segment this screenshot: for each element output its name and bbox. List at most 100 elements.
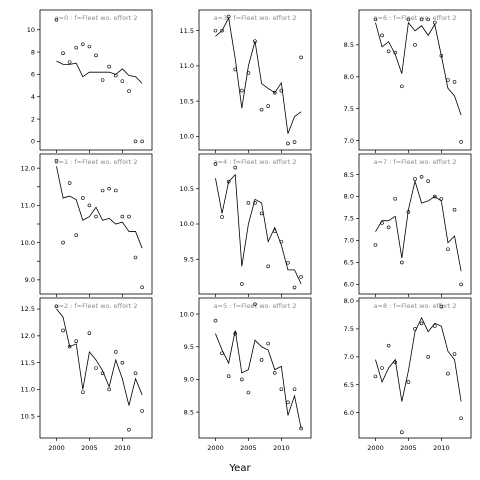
panel-1-observed-point	[240, 88, 244, 93]
panel-5-y-tick-label: 7.5	[344, 215, 354, 223]
panel-3-observed-point	[61, 240, 65, 245]
panel-2-fitted-line	[375, 21, 462, 116]
panel-6-label: a=2 : f=Fleet wo. effort 2	[55, 302, 138, 310]
panel-6-observed-point	[87, 331, 92, 335]
panel-6-observed-point	[100, 371, 105, 376]
panel-8-observed-point	[386, 343, 391, 348]
panel-0-observed-point	[100, 78, 105, 82]
panel-4-observed-point	[220, 215, 224, 219]
panel-4-y-tick-label: 10.0	[180, 220, 194, 228]
panel-2-observed-point	[400, 84, 404, 89]
panel-6-observed-point	[120, 360, 125, 365]
panel-5-frame	[358, 153, 472, 295]
panel-1-observed-point	[292, 140, 297, 144]
panel-8-observed-point	[432, 324, 437, 328]
panel-4-observed-point	[299, 275, 303, 279]
panel-5-observed-point	[413, 177, 417, 181]
panel-3-observed-point	[100, 188, 105, 193]
panel-3-y-tick-label: 9.0	[25, 276, 35, 284]
panel-6-observed-point	[81, 390, 85, 394]
panel-8-observed-point	[446, 371, 450, 376]
panel-8-fitted-line	[375, 316, 462, 402]
panel-7-observed-point	[220, 351, 224, 356]
panel-8-observed-point	[459, 416, 463, 421]
panel-0-observed-point	[61, 51, 65, 56]
panel-3-observed-point	[140, 285, 144, 290]
panel-1-y-tick-label: 11.0	[180, 62, 194, 70]
panel-7-observed-point	[286, 400, 290, 405]
panel-6-y-tick-label: 12.5	[21, 305, 35, 313]
panel-2-y-tick-label: 8.0	[344, 73, 354, 81]
panel-8-y-tick-label: 7.5	[344, 325, 354, 333]
panel-7-y-tick-label: 8.5	[184, 408, 194, 416]
panel-4-fitted-line	[215, 173, 302, 285]
panel-8-y-tick-label: 6.5	[344, 381, 354, 389]
panel-8-observed-point	[373, 374, 378, 379]
panel-0-observed-point	[127, 89, 131, 93]
panel-8-observed-point	[439, 304, 444, 309]
panel-2-y-tick-label: 7.0	[344, 137, 354, 145]
panel-2-observed-point	[432, 20, 437, 25]
panel-3-observed-point	[74, 233, 79, 237]
panel-0-observed-point	[54, 17, 59, 22]
panel-0-observed-point	[94, 53, 98, 58]
panel-8-observed-point	[380, 366, 384, 370]
panel-3-label: a=1 : f=Fleet wo. effort 2	[55, 158, 138, 166]
panel-2-observed-point	[452, 80, 457, 84]
panel-8-x-tick-label: 2005	[400, 444, 417, 452]
panel-2-observed-point	[426, 17, 430, 22]
panel-7-observed-point	[272, 371, 277, 375]
panel-6-observed-point	[140, 409, 144, 413]
panel-6-observed-point	[133, 371, 138, 376]
panel-8-label: a=8 : f=Fleet wo. effort 2	[374, 302, 457, 310]
panel-7-y-tick-label: 9.5	[184, 343, 194, 351]
panel-8-x-tick-label: 2000	[367, 444, 384, 452]
panel-4-observed-point	[246, 201, 251, 205]
panel-2-observed-point	[439, 53, 444, 58]
panel-8-y-tick-label: 8.0	[344, 297, 354, 305]
panel-1-observed-point	[213, 28, 218, 33]
panel-7-y-tick-label: 10.0	[180, 310, 194, 318]
panel-4-frame	[198, 153, 312, 295]
panel-4-observed-point	[292, 285, 297, 290]
panel-4-observed-point	[266, 264, 270, 269]
panel-7-observed-point	[246, 390, 251, 395]
panel-1-observed-point	[286, 141, 290, 146]
panel-8-observed-point	[426, 355, 430, 359]
panel-1-fitted-line	[215, 16, 302, 134]
panel-0-observed-point	[107, 64, 111, 69]
panel-1-label: a=3 : f=Fleet wo. effort 2	[214, 14, 297, 22]
panel-8-y-tick-label: 7.0	[344, 353, 354, 361]
panel-4-observed-point	[240, 282, 244, 286]
panel-0-observed-point	[133, 139, 138, 144]
panel-7-observed-point	[253, 302, 257, 307]
panel-8-observed-point	[452, 352, 457, 356]
panel-0-y-tick-label: 6	[31, 71, 35, 79]
panel-4-observed-point	[259, 211, 264, 216]
panel-1-observed-point	[233, 67, 238, 72]
panel-3-y-tick-label: 10.0	[21, 239, 35, 247]
panel-8-observed-point	[419, 321, 424, 326]
panel-5-observed-point	[386, 225, 391, 230]
panel-5-observed-point	[419, 174, 424, 179]
panel-1-y-tick-label: 10.5	[180, 97, 194, 105]
panel-7-observed-point	[233, 331, 238, 336]
panel-7-fitted-line	[215, 330, 302, 429]
panel-6-observed-point	[54, 304, 59, 309]
panel-7-observed-point	[299, 426, 303, 431]
panel-1-observed-point	[246, 71, 251, 75]
panel-6-y-tick-label: 11.5	[21, 359, 35, 367]
x-axis-title: Year	[228, 463, 251, 474]
panel-2-observed-point	[459, 140, 463, 144]
panel-6-y-tick-label: 12.0	[21, 332, 35, 340]
panel-0-y-tick-label: 10	[27, 26, 35, 34]
panel-5-observed-point	[452, 207, 457, 212]
panel-5-y-tick-label: 6.0	[344, 281, 354, 289]
panel-1-observed-point	[253, 39, 257, 44]
panel-0-observed-point	[87, 44, 92, 49]
panel-1-observed-point	[226, 14, 231, 19]
panel-4-observed-point	[272, 229, 277, 233]
panel-0-y-tick-label: 8	[31, 48, 35, 56]
panel-6-x-tick-label: 2000	[48, 444, 65, 452]
panel-7-observed-point	[259, 358, 264, 362]
